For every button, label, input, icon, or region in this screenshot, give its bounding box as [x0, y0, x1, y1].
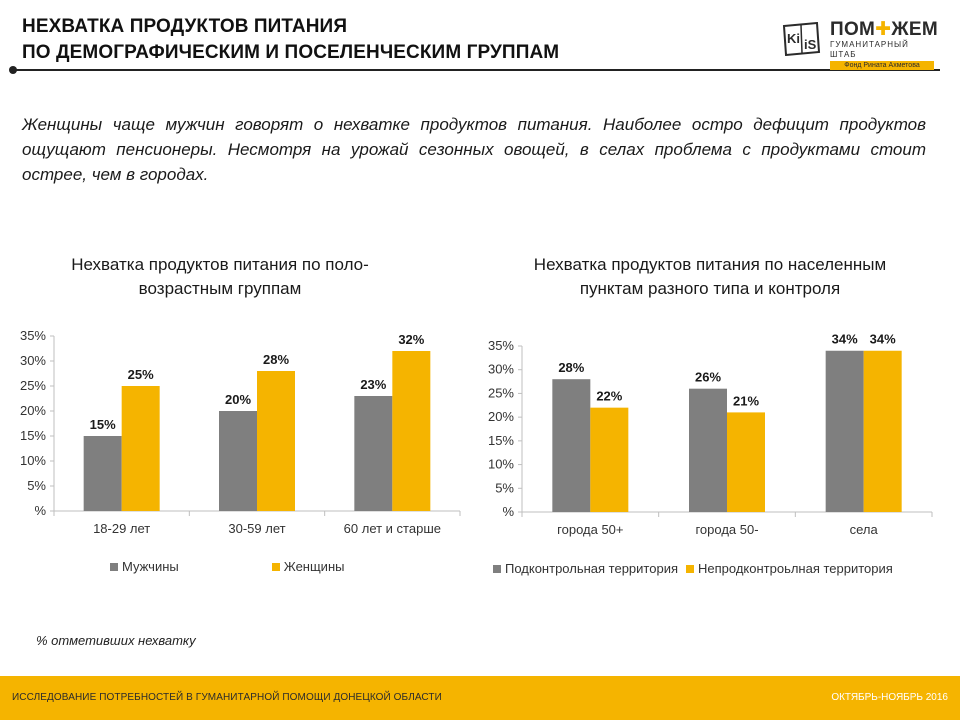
data-label: 25% [128, 367, 154, 382]
y-tick-label: 30% [488, 362, 514, 377]
data-label: 34% [832, 332, 858, 347]
footer-study-title: ИССЛЕДОВАНИЕ ПОТРЕБНОСТЕЙ В ГУМАНИТАРНОЙ… [12, 692, 442, 703]
chart-2-legend-controlled: Подконтрольная территория [493, 561, 678, 576]
title-underline [12, 69, 940, 71]
y-tick-label: 25% [488, 385, 514, 400]
chart-2-title: Нехватка продуктов питания по населенным… [533, 255, 887, 298]
legend-swatch-gray [493, 564, 501, 573]
legend-swatch-gray [110, 562, 118, 571]
bar [257, 371, 295, 511]
footer-date: ОКТЯБРЬ-НОЯБРЬ 2016 [831, 692, 948, 703]
y-tick-label: 25% [20, 378, 46, 393]
legend-swatch-orange [271, 562, 280, 571]
data-label: 20% [225, 392, 251, 407]
bar [392, 351, 431, 511]
kiis-logo-text-right: iS [804, 37, 817, 52]
bar [354, 396, 393, 511]
intro-text: Женщины чаще мужчин говорят о нехватке п… [22, 115, 926, 184]
y-tick-label: 5% [495, 480, 514, 495]
legend-swatch-orange [686, 564, 694, 573]
chart-2-settlement-control: % 5% 10% 15% 20% 25% 30% 35% города 50+ 28% 22% гор… [488, 332, 933, 537]
bar [83, 436, 122, 511]
chart-1-title: Нехватка продуктов питания по поло-возра… [71, 255, 369, 298]
slide-title: НЕХВАТКА ПРОДУКТОВ ПИТАНИЯ ПО ДЕМОГРАФИЧ… [22, 14, 559, 66]
legend-label-uncontrolled: Непродконтроьлная территория [698, 561, 893, 576]
x-tick-label: 30-59 лет [228, 521, 285, 536]
title-line-1: НЕХВАТКА ПРОДУКТОВ ПИТАНИЯ [22, 16, 348, 37]
y-tick-label: 10% [20, 453, 46, 468]
data-label: 28% [263, 352, 289, 367]
y-tick-label: 15% [488, 433, 514, 448]
kiis-logo: Ki iS [782, 22, 821, 56]
legend-label-controlled: Подконтрольная территория [505, 561, 678, 576]
bar [689, 388, 727, 512]
bar [590, 407, 629, 512]
y-tick-label: 30% [20, 353, 46, 368]
y-tick-label: 20% [488, 409, 514, 424]
pomozhem-logo-subtitle: ГУМАНИТАРНЫЙ ШТАБ [830, 40, 909, 59]
bar [121, 386, 160, 511]
pomozhem-logo-fund: Фонд Рината Ахметова [830, 61, 934, 70]
chart-1-gender-age: % 5% 10% 15% 20% 25% 30% 35% 18-29 лет 15% 25% 30-5… [20, 328, 461, 536]
x-tick-label: города 50+ [557, 522, 623, 537]
bar [552, 379, 591, 512]
y-tick-label: 10% [488, 457, 514, 472]
data-label: 28% [558, 360, 584, 375]
y-tick-label: 5% [27, 478, 46, 493]
chart-1-legend-men: Мужчины [110, 559, 179, 574]
cross-icon: ✚ [875, 19, 892, 40]
x-tick-label: 60 лет и старше [344, 521, 441, 536]
pomozhem-logo: ПОМ✚ЖЕМ ГУМАНИТАРНЫЙ ШТАБ Фонд Рината Ах… [830, 19, 938, 70]
data-label: 34% [870, 332, 896, 347]
chart-1-legend-women: Женщины [271, 559, 345, 574]
y-tick-label: % [34, 503, 46, 518]
y-tick-label: 20% [20, 403, 46, 418]
bar [825, 350, 864, 512]
bar [863, 350, 902, 512]
footnote: % отметивших нехватку [36, 633, 196, 648]
data-label: 15% [90, 417, 116, 432]
y-tick-label: % [502, 504, 514, 519]
pomozhem-logo-title: ПОМ✚ЖЕМ [830, 19, 938, 40]
data-label: 21% [733, 393, 759, 408]
x-tick-label: села [850, 522, 879, 537]
y-tick-label: 35% [488, 338, 514, 353]
x-tick-label: города 50- [695, 522, 758, 537]
data-label: 23% [360, 377, 386, 392]
chart-1-legend: Мужчины Женщины [110, 559, 344, 574]
chart-2-legend-uncontrolled: Непродконтроьлная территория [686, 561, 893, 576]
footer-bar: ИССЛЕДОВАНИЕ ПОТРЕБНОСТЕЙ В ГУМАНИТАРНОЙ… [0, 676, 960, 720]
legend-label-men: Мужчины [122, 559, 179, 574]
bar [219, 411, 257, 511]
kiis-logo-text-left: Ki [787, 31, 800, 46]
title-line-2: ПО ДЕМОГРАФИЧЕСКИМ И ПОСЕЛЕНЧЕСКИМ ГРУПП… [22, 42, 560, 63]
chart-2-legend: Подконтрольная территория Непродконтроьл… [493, 561, 893, 576]
x-tick-label: 18-29 лет [93, 521, 150, 536]
data-label: 32% [398, 332, 424, 347]
legend-label-women: Женщины [283, 559, 345, 574]
data-label: 22% [596, 389, 622, 404]
bar [727, 412, 765, 512]
data-label: 26% [695, 370, 721, 385]
y-tick-label: 35% [20, 328, 46, 343]
y-tick-label: 15% [20, 428, 46, 443]
